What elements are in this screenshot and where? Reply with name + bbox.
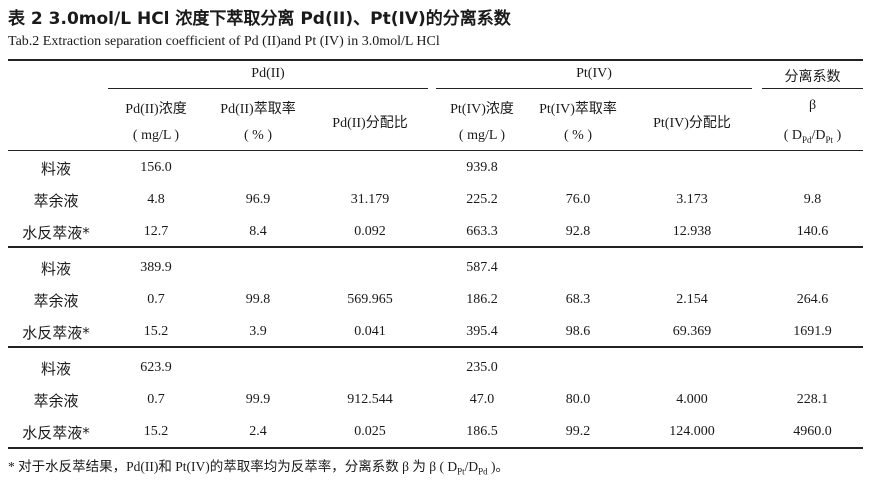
group-header-pd: Pd(II) [251,66,285,81]
row-label: 萃余液 [33,192,79,210]
cell-pd-ratio: 31.179 [350,192,390,207]
cell-pd-conc: 156.0 [140,160,172,175]
cell-pd-ext: 3.9 [249,324,267,339]
header-beta-unit: ( DPd/DPt ) [783,128,842,145]
cell-pt-conc: 186.2 [466,292,498,307]
row-label: 料液 [40,260,71,278]
pt-group-rule [436,88,752,89]
cell-pt-ratio: 69.369 [672,324,712,339]
row-label: 萃余液 [33,292,79,310]
cell-pt-conc: 186.5 [466,424,498,439]
header-pt-concentration-unit: ( mg/L ) [458,128,506,143]
cell-pt-conc: 47.0 [469,392,495,407]
row-label: 萃余液 [33,392,79,410]
cell-pd-conc: 4.8 [147,192,165,207]
cell-pt-ext: 80.0 [565,392,591,407]
header-bottom-rule [8,150,863,151]
table-caption-en: Tab.2 Extraction separation coefficient … [8,34,440,49]
cell-pd-conc: 389.9 [140,260,172,275]
cell-pt-ratio: 124.000 [669,424,715,439]
cell-pt-ratio: 3.173 [676,192,708,207]
cell-pt-ext: 98.6 [565,324,591,339]
cell-beta: 264.6 [796,292,829,307]
row-label: 料液 [40,360,71,378]
cell-pd-ratio: 0.092 [354,224,386,239]
cell-beta: 1691.9 [793,324,832,339]
cell-pt-conc: 225.2 [466,192,498,207]
cell-pd-conc: 0.7 [147,392,165,407]
header-pd-concentration-unit: ( mg/L ) [132,128,180,143]
cell-pd-ext: 99.8 [245,292,271,307]
cell-pt-ext: 76.0 [565,192,591,207]
header-pd-concentration: Pd(II)浓度 [125,102,187,117]
header-pt-extraction-unit: ( % ) [564,128,592,143]
header-pd-extraction-unit: ( % ) [244,128,272,143]
cell-pd-ext: 99.9 [245,392,271,407]
row-label: 水反萃液* [22,424,90,442]
cell-pd-conc: 15.2 [143,324,169,339]
cell-pt-ext: 92.8 [565,224,591,239]
cell-pd-ratio: 569.965 [347,292,393,307]
cell-pt-ext: 99.2 [565,424,591,439]
row-label: 料液 [40,160,71,178]
group-header-separation: 分离系数 [784,69,841,85]
header-pt-extraction: Pt(IV)萃取率 [539,102,617,117]
cell-pt-ext: 68.3 [565,292,591,307]
cell-pd-conc: 15.2 [143,424,169,439]
group-divider-1 [8,246,863,248]
row-label: 水反萃液* [22,224,90,242]
top-rule [8,59,863,61]
cell-pd-ext: 8.4 [249,224,267,239]
header-beta: β [808,98,817,113]
cell-pt-conc: 663.3 [466,224,498,239]
cell-pt-ratio: 2.154 [676,292,708,307]
cell-pd-conc: 0.7 [147,292,165,307]
cell-pt-ratio: 4.000 [676,392,708,407]
cell-pd-conc: 623.9 [140,360,172,375]
cell-pt-conc: 587.4 [466,260,498,275]
cell-pd-ratio: 0.025 [354,424,386,439]
group-header-pt: Pt(IV) [576,66,612,81]
cell-pd-ratio: 0.041 [354,324,386,339]
cell-pd-ratio: 912.544 [347,392,393,407]
cell-pd-ext: 2.4 [249,424,267,439]
cell-pt-conc: 395.4 [466,324,498,339]
table-caption-cn: 表 2 3.0mol/L HCl 浓度下萃取分离 Pd(II)、Pt(IV)的分… [8,9,511,29]
cell-pd-conc: 12.7 [143,224,169,239]
cell-beta: 9.8 [803,192,822,207]
bottom-rule [8,447,863,449]
header-pd-extraction: Pd(II)萃取率 [220,102,296,117]
sep-group-rule [762,88,863,89]
cell-beta: 140.6 [796,224,829,239]
row-label: 水反萃液* [22,324,90,342]
cell-pt-conc: 235.0 [466,360,498,375]
pd-group-rule [108,88,428,89]
cell-beta: 4960.0 [793,424,832,439]
header-pt-ratio: Pt(IV)分配比 [653,116,731,131]
table-footnote: * 对于水反萃结果，Pd(II)和 Pt(IV)的萃取率均为反萃率，分离系数 β… [8,459,509,477]
header-pd-ratio: Pd(II)分配比 [332,116,408,131]
group-divider-2 [8,346,863,348]
cell-pt-ratio: 12.938 [672,224,712,239]
cell-pt-conc: 939.8 [466,160,498,175]
header-pt-concentration: Pt(IV)浓度 [450,102,514,117]
cell-beta: 228.1 [796,392,829,407]
cell-pd-ext: 96.9 [245,192,271,207]
